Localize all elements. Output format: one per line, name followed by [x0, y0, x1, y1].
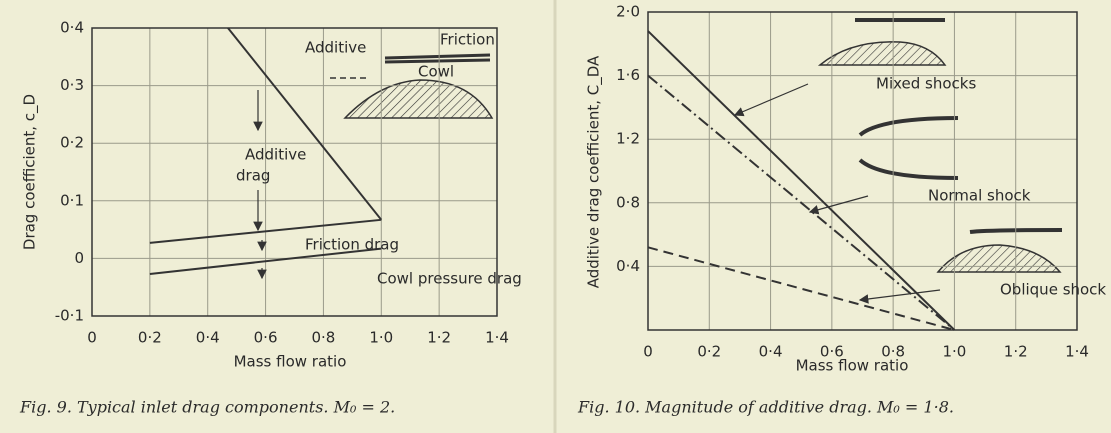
data-line	[647, 246, 955, 331]
y-tick-label: 0·3	[60, 76, 84, 94]
x-tick-label: 1·4	[485, 329, 509, 347]
y-axis-title: Additive drag coefficient, C_DA	[585, 55, 604, 288]
annotation: Cowl pressure drag	[377, 270, 522, 288]
annotation: Oblique shock	[1000, 281, 1106, 299]
y-tick-label: 0	[74, 249, 84, 267]
annotation: Normal shock	[928, 187, 1031, 205]
data-line	[227, 27, 383, 221]
x-tick-label: 1·2	[427, 329, 451, 347]
x-tick-label: 1·0	[942, 343, 966, 361]
x-tick-label: 0	[87, 329, 97, 347]
data-line	[647, 30, 956, 331]
y-tick-label: 1·6	[616, 66, 640, 84]
plot-frame	[91, 27, 498, 317]
y-tick-label: -0·1	[55, 307, 84, 325]
inlet-sketch	[817, 18, 1063, 273]
caption: Fig. 10. Magnitude of additive drag. M₀ …	[577, 398, 954, 417]
caption: Fig. 9. Typical inlet drag components. M…	[19, 398, 395, 417]
arrow	[808, 195, 869, 215]
y-axis-title: Drag coefficient, c_D	[21, 94, 40, 250]
x-axis-title: Mass flow ratio	[234, 353, 347, 371]
inlet-sketch	[330, 53, 494, 119]
annotation: Cowl	[418, 63, 454, 81]
x-tick-label: 1·0	[369, 329, 393, 347]
y-tick-label: 0·8	[616, 193, 640, 211]
y-tick-label: 2·0	[616, 3, 640, 21]
x-tick-label: 0·8	[311, 329, 335, 347]
y-tick-label: 0·1	[60, 191, 84, 209]
x-axis-title: Mass flow ratio	[796, 357, 909, 375]
x-tick-label: 1·4	[1065, 343, 1089, 361]
annotation: Friction	[440, 31, 495, 49]
y-tick-label: 1·2	[616, 130, 640, 148]
y-tick-label: 0·2	[60, 134, 84, 152]
x-tick-label: 0·2	[138, 329, 162, 347]
x-tick-label: 0·2	[697, 343, 721, 361]
x-tick-label: 0·4	[759, 343, 783, 361]
annotation: drag	[236, 167, 270, 185]
x-tick-label: 0·8	[881, 343, 905, 361]
arrow	[858, 289, 941, 304]
x-tick-label: 0·6	[820, 343, 844, 361]
data-line	[647, 74, 956, 331]
x-tick-label: 1·2	[1004, 343, 1028, 361]
x-tick-label: 0·4	[196, 329, 220, 347]
x-tick-label: 0·6	[254, 329, 278, 347]
arrow	[733, 83, 809, 117]
plot-frame	[647, 11, 1078, 331]
x-tick-label: 0	[643, 343, 653, 361]
annotation: Friction drag	[305, 236, 399, 254]
data-line	[149, 218, 382, 244]
data-line	[149, 247, 382, 275]
y-tick-label: 0·4	[616, 257, 640, 275]
annotation: Mixed shocks	[876, 75, 976, 93]
annotation: Additive	[305, 39, 366, 57]
y-tick-label: 0·4	[60, 19, 84, 37]
annotation: Additive	[245, 146, 306, 164]
